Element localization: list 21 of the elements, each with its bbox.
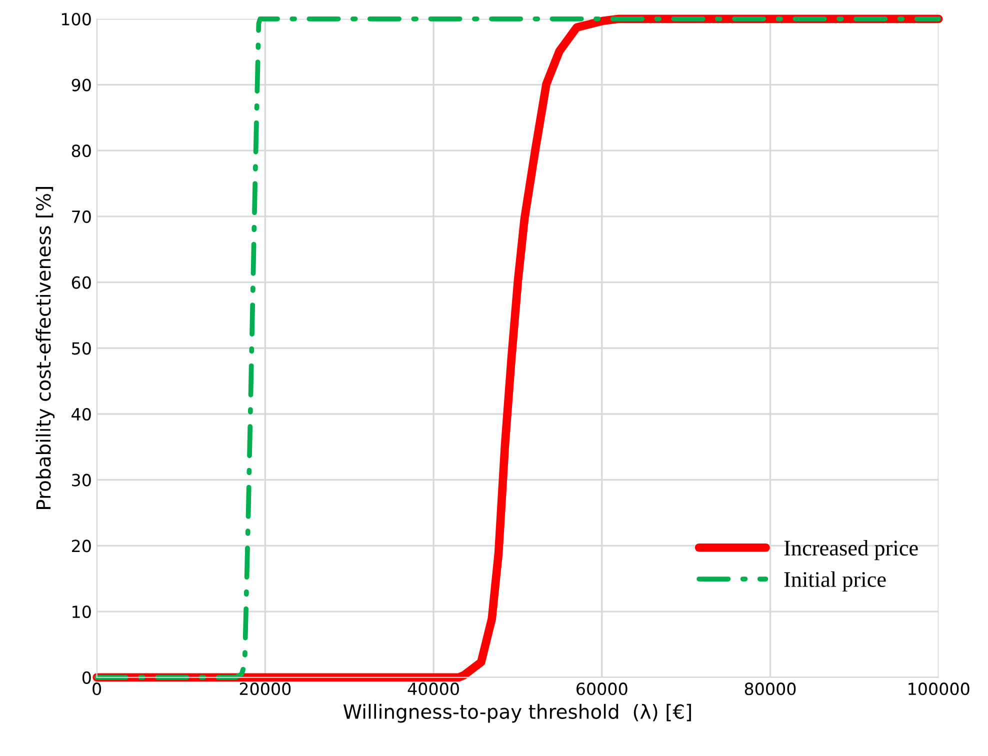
y-tick-label: 60 xyxy=(72,276,91,289)
y-tick-label: 100 xyxy=(62,12,91,26)
y-axis-title: Probability cost-effectiveness [%] xyxy=(36,187,55,509)
x-tick-label: 80000 xyxy=(744,682,796,696)
y-tick-label: 40 xyxy=(72,408,91,421)
x-tick-label: 60000 xyxy=(576,682,628,696)
y-tick-label: 30 xyxy=(72,474,91,486)
y-tick-label: 10 xyxy=(72,605,91,618)
y-tick-label: 50 xyxy=(72,342,91,355)
x-axis-title: Willingness-to-pay threshold (λ) [€] xyxy=(343,704,691,723)
y-tick-label: 90 xyxy=(72,78,91,92)
y-tick-label: 70 xyxy=(72,210,91,224)
x-tick-label: 100000 xyxy=(908,682,970,696)
legend-label: Initial price xyxy=(784,571,886,592)
x-tick-label: 20000 xyxy=(240,682,291,696)
y-tick-label: 20 xyxy=(72,540,91,552)
x-tick-label: 0 xyxy=(92,682,102,696)
y-tick-label: 0 xyxy=(82,671,91,684)
y-tick-label: 80 xyxy=(72,144,91,158)
x-tick-label: 40000 xyxy=(408,682,459,696)
legend-label: Increased price xyxy=(784,540,918,560)
